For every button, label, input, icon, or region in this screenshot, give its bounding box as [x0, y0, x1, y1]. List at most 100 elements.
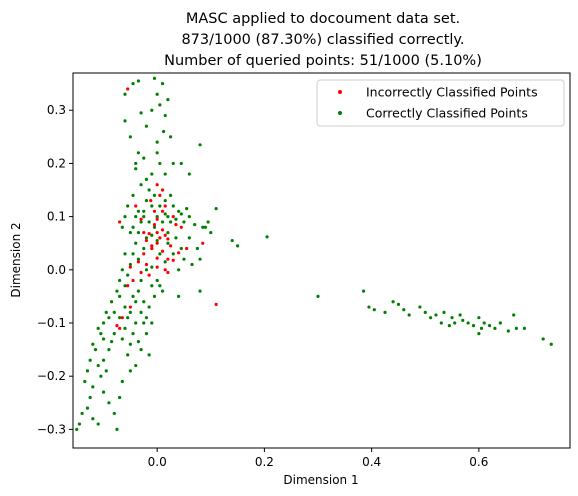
correct-point	[158, 284, 162, 288]
correct-point	[139, 348, 143, 352]
legend-label-correct: Correctly Classified Points	[366, 106, 528, 121]
correct-point	[112, 310, 116, 314]
correct-point	[160, 289, 165, 293]
correct-point	[193, 223, 197, 227]
y-tick-label: 0.1	[47, 210, 66, 224]
correct-point	[99, 332, 103, 336]
correct-point	[144, 124, 149, 128]
y-axis-label: Dimension 2	[9, 222, 23, 297]
y-tick-label: 0.3	[47, 103, 66, 117]
incorrect-point	[139, 270, 143, 275]
correct-point	[214, 207, 218, 211]
correct-point	[147, 353, 151, 357]
correct-point	[136, 257, 141, 261]
correct-point	[144, 332, 149, 336]
correct-point	[206, 220, 210, 224]
correct-point	[209, 230, 213, 235]
correct-point	[136, 209, 141, 213]
correct-point	[110, 300, 114, 304]
correct-point	[85, 406, 90, 410]
correct-point	[136, 79, 141, 83]
correct-point	[139, 111, 143, 115]
incorrect-point	[134, 204, 138, 208]
correct-point	[134, 161, 138, 166]
legend-marker-incorrect	[338, 90, 342, 94]
correct-point	[418, 305, 422, 309]
incorrect-point	[171, 258, 175, 262]
incorrect-point	[120, 316, 124, 320]
correct-point	[96, 326, 100, 330]
incorrect-point	[150, 246, 154, 251]
incorrect-point	[118, 326, 122, 330]
incorrect-point	[136, 260, 141, 264]
correct-point	[93, 348, 98, 352]
correct-point	[158, 161, 162, 166]
incorrect-point	[179, 225, 183, 229]
legend-marker-correct	[338, 111, 342, 115]
correct-point	[123, 305, 127, 309]
correct-point	[126, 204, 130, 208]
correct-point	[168, 220, 173, 224]
correct-point	[155, 151, 159, 155]
correct-point	[442, 310, 446, 314]
incorrect-point	[163, 268, 167, 272]
correct-point	[112, 411, 116, 416]
correct-point	[434, 313, 438, 317]
correct-point	[120, 225, 124, 229]
incorrect-point	[152, 209, 157, 213]
incorrect-point	[128, 265, 132, 269]
incorrect-point	[144, 262, 149, 267]
title-line-1: MASC applied to docoument data set.	[186, 11, 460, 27]
incorrect-point	[128, 305, 132, 309]
correct-point	[158, 252, 162, 256]
correct-point	[201, 225, 205, 229]
correct-point	[118, 316, 122, 320]
correct-point	[177, 268, 181, 272]
incorrect-point	[155, 230, 159, 235]
correct-point	[91, 417, 95, 421]
correct-point	[163, 172, 167, 176]
legend: Incorrectly Classified Points Correctly …	[316, 79, 565, 127]
incorrect-point	[126, 87, 130, 91]
correct-point	[147, 220, 151, 224]
y-tick-label: −0.2	[37, 369, 66, 383]
y-tick-label: 0.0	[47, 263, 66, 277]
correct-point	[439, 321, 443, 325]
correct-point	[128, 230, 132, 235]
correct-point	[182, 220, 186, 224]
plot-frame	[72, 72, 571, 449]
title-line-3: Number of queried points: 51/1000 (5.10%…	[164, 53, 482, 69]
correct-point	[190, 262, 194, 267]
correct-point	[168, 193, 173, 197]
correct-point	[158, 103, 162, 107]
correct-point	[101, 337, 106, 341]
correct-point	[265, 235, 269, 239]
correct-point	[453, 321, 457, 325]
correct-point	[142, 300, 146, 304]
correct-point	[498, 321, 502, 325]
correct-point	[118, 278, 122, 283]
correct-point	[407, 313, 411, 317]
correct-point	[187, 172, 191, 176]
correct-point	[171, 161, 175, 166]
incorrect-point	[185, 246, 189, 251]
correct-point	[123, 119, 127, 123]
incorrect-point	[166, 270, 170, 275]
correct-point	[118, 395, 122, 400]
correct-point	[179, 246, 183, 251]
incorrect-point	[171, 215, 175, 219]
correct-point	[139, 183, 143, 187]
correct-point	[203, 225, 208, 229]
x-axis-label: Dimension 1	[283, 473, 358, 487]
incorrect-point	[115, 324, 119, 328]
correct-point	[482, 321, 486, 325]
correct-point	[166, 215, 170, 219]
correct-point	[493, 326, 497, 330]
correct-point	[75, 427, 79, 431]
incorrect-point	[201, 241, 205, 245]
correct-point	[131, 193, 135, 197]
incorrect-point	[168, 244, 173, 248]
correct-point	[115, 289, 119, 293]
correct-point	[134, 215, 138, 219]
